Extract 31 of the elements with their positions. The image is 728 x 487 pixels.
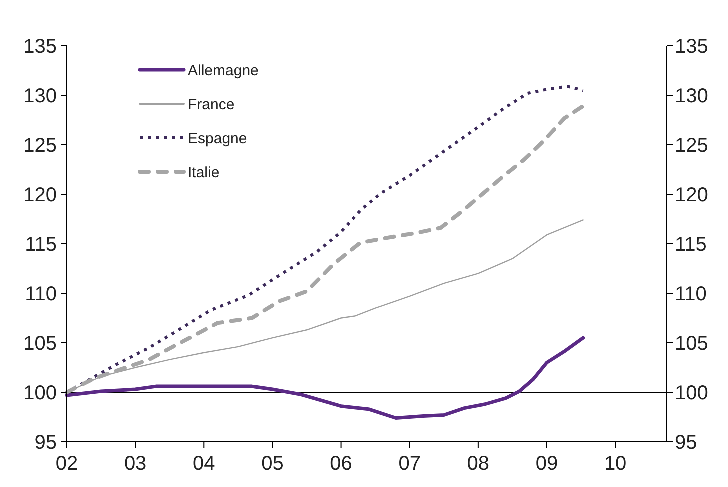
y2-tick-label: 105 [675, 333, 708, 355]
y-tick-label: 105 [24, 333, 57, 355]
y-tick-label: 130 [24, 86, 57, 108]
x-tick-label: 07 [398, 453, 421, 475]
x-tick-label: 09 [536, 453, 558, 475]
y-tick-label: 100 [24, 382, 57, 404]
y2-tick-label: 115 [675, 234, 707, 256]
x-tick-label: 06 [330, 453, 352, 475]
legend-label: France [188, 96, 235, 114]
y2-tick-label: 120 [675, 184, 708, 206]
x-tick-label: 04 [193, 453, 216, 475]
legend-label: Italie [188, 164, 220, 182]
y-tick-label: 115 [25, 234, 57, 256]
legend-label: Espagne [188, 130, 248, 148]
y-tick-label: 120 [24, 184, 57, 206]
x-tick-label: 10 [604, 453, 627, 475]
y-tick-label: 95 [34, 432, 57, 454]
y-tick-label: 135 [24, 36, 57, 58]
x-tick-label: 03 [124, 453, 147, 475]
y-tick-label: 110 [25, 284, 57, 306]
x-tick-label: 05 [262, 453, 284, 475]
y2-tick-label: 130 [675, 86, 708, 108]
y2-tick-label: 125 [675, 135, 708, 157]
legend-label: Allemagne [188, 62, 259, 80]
y2-tick-label: 100 [675, 382, 708, 404]
y2-tick-label: 110 [675, 284, 707, 306]
y2-tick-label: 135 [675, 36, 708, 58]
x-tick-label: 02 [56, 453, 78, 475]
y2-tick-label: 95 [675, 432, 698, 454]
x-tick-label: 08 [467, 453, 490, 475]
y-tick-label: 125 [24, 135, 57, 157]
